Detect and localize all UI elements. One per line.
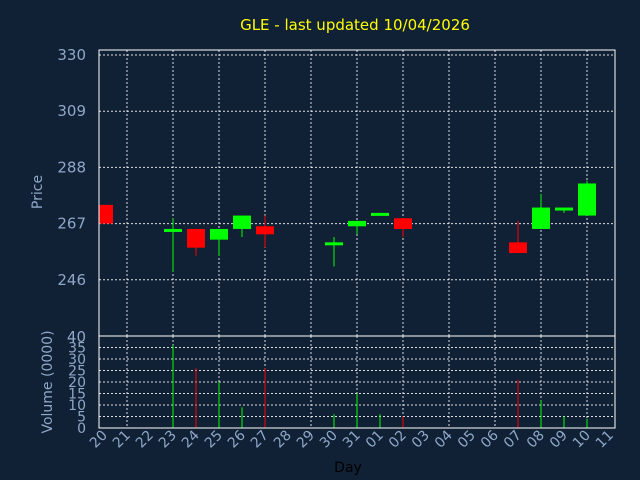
candle-body — [532, 207, 550, 229]
volume-axis-label: Volume (0000) — [40, 330, 56, 433]
x-tick-label: 04 — [432, 427, 456, 451]
candle-body — [578, 183, 596, 216]
x-tick-label: 05 — [455, 428, 479, 452]
x-tick-label: 09 — [547, 428, 571, 452]
x-tick-label: 02 — [386, 428, 410, 452]
price-tick-label: 267 — [57, 215, 86, 233]
volume-gridlines — [99, 336, 615, 429]
candle-body — [394, 218, 412, 229]
x-tick-label: 10 — [570, 428, 594, 452]
x-tick-label: 20 — [87, 428, 111, 452]
price-axis-label: Price — [30, 175, 46, 209]
x-tick-label: 22 — [133, 428, 157, 452]
volume-tick-label: 15 — [68, 387, 86, 403]
x-tick-label: 25 — [202, 428, 226, 452]
volume-tick-label: 20 — [68, 375, 86, 391]
volume-tick-label: 35 — [68, 341, 86, 357]
volume-bars — [172, 345, 588, 428]
price-tick-label: 309 — [57, 102, 86, 120]
candle-body — [233, 215, 251, 229]
price-tick-label: 330 — [57, 46, 86, 64]
price-tick-label: 246 — [57, 271, 86, 289]
volume-tick-label: 5 — [77, 410, 86, 426]
volume-tick-label: 25 — [68, 364, 86, 380]
x-axis-label: Day — [334, 460, 362, 476]
candle-body — [164, 228, 182, 232]
x-tick-label: 03 — [409, 428, 433, 452]
x-tick-label: 21 — [110, 428, 134, 452]
candle-body — [348, 220, 366, 227]
x-tick-label: 11 — [593, 428, 617, 452]
x-tick-label: 06 — [478, 427, 502, 451]
x-tick-label: 07 — [501, 428, 525, 452]
x-tick-label: 08 — [524, 428, 548, 452]
volume-tick-label: 40 — [67, 328, 86, 346]
x-tick-label: 27 — [248, 428, 272, 452]
candle-body — [555, 207, 573, 211]
candle-body — [509, 242, 527, 254]
volume-tick-label: 10 — [68, 398, 86, 414]
candle-body — [187, 228, 205, 248]
volume-plot-frame — [98, 335, 616, 429]
volume-tick-label: 0 — [77, 421, 86, 437]
candle-body — [371, 212, 389, 216]
x-tick-label: 23 — [156, 428, 180, 452]
volume-tick-label: 30 — [68, 352, 86, 368]
price-tick-label: 288 — [57, 158, 86, 176]
x-tick-label: 28 — [271, 428, 295, 452]
x-tick-label: 31 — [340, 428, 364, 452]
price-gridlines — [99, 50, 615, 336]
x-tick-label: 26 — [225, 427, 249, 451]
x-tick-label: 01 — [363, 428, 387, 452]
candle-body — [256, 226, 274, 235]
candle-body — [210, 228, 228, 240]
candle-body — [325, 242, 343, 246]
x-tick-label: 30 — [317, 428, 341, 452]
candles — [99, 180, 596, 272]
price-plot-frame — [98, 49, 616, 337]
chart-title: GLE - last updated 10/04/2026 — [240, 16, 470, 34]
candle-body — [99, 204, 113, 224]
x-tick-label: 29 — [294, 428, 318, 452]
x-tick-label: 24 — [179, 427, 203, 451]
